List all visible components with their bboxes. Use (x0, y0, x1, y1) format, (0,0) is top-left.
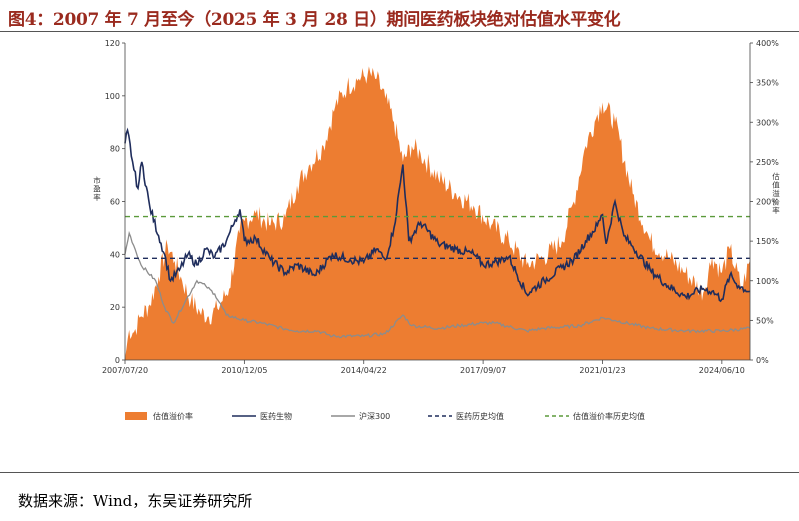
y2-axis-label: 估值溢价率 (772, 171, 780, 215)
y2-tick-label: 200% (756, 198, 779, 207)
y2-tick-label: 300% (756, 118, 779, 127)
legend-pharma-mean-label: 医药历史均值 (456, 411, 504, 421)
x-tick-label: 2021/01/23 (579, 366, 625, 375)
premium-area (125, 66, 750, 361)
y-tick-label: 0 (115, 356, 120, 365)
legend-hs300-label: 沪深300 (359, 411, 390, 421)
y2-tick-label: 400% (756, 39, 779, 48)
premium-area-layer (125, 66, 750, 361)
x-tick-label: 2010/12/05 (221, 366, 267, 375)
y-tick-label: 120 (105, 39, 120, 48)
legend-premium-mean-label: 估值溢价率历史均值 (573, 411, 645, 421)
x-tick-label: 2024/06/10 (699, 366, 745, 375)
axis-layer: 0 20 40 60 80 100 120 0% 50% 100% 150% 200% 250% 300%… (93, 39, 780, 375)
pharma-line (124, 127, 751, 303)
y-tick-label: 40 (110, 250, 120, 259)
y-tick-label: 80 (110, 145, 120, 154)
legend: 估值溢价率 医药生物 沪深300 医药历史均值 估值溢价率历史均值 (125, 411, 645, 421)
line-layer (124, 127, 751, 339)
y2-tick-label: 0% (756, 356, 769, 365)
y2-tick-label: 350% (756, 79, 779, 88)
bottom-rule (0, 472, 799, 473)
y-axis-label: 市盈率 (93, 175, 101, 202)
y2-tick-label: 150% (756, 237, 779, 246)
data-source: 数据来源：Wind，东吴证券研究所 (18, 492, 253, 510)
x-tick-label: 2007/07/20 (102, 366, 148, 375)
hs300-line (124, 230, 751, 339)
legend-premium-label: 估值溢价率 (153, 411, 193, 421)
top-rule (0, 31, 799, 32)
y-tick-label: 100 (105, 92, 120, 101)
y-tick-label: 60 (110, 198, 120, 207)
x-tick-label: 2017/09/07 (460, 366, 506, 375)
y-tick-label: 20 (110, 303, 120, 312)
y2-tick-label: 50% (756, 316, 774, 325)
legend-premium-swatch (125, 412, 147, 420)
legend-pharma-label: 医药生物 (260, 411, 292, 421)
figure-title: 图4：2007 年 7 月至今（2025 年 3 月 28 日）期间医药板块绝对… (8, 10, 621, 30)
y2-tick-label: 250% (756, 158, 779, 167)
y2-tick-label: 100% (756, 277, 779, 286)
valuation-chart: 0 20 40 60 80 100 120 0% 50% 100% 150% 200% 250% 300%… (93, 39, 780, 421)
x-tick-label: 2014/04/22 (341, 366, 387, 375)
